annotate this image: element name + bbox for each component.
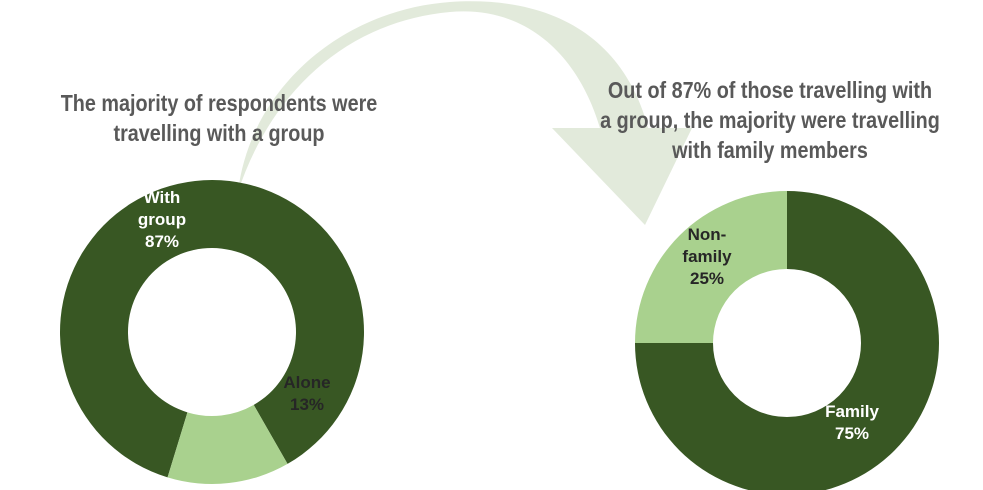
data-label-line: 75%: [835, 424, 869, 443]
donut-slice-non-family: [635, 191, 787, 343]
chart-title-right-line-3: with family members: [672, 137, 868, 163]
data-label-non-family: Non-family 25%: [682, 225, 732, 288]
data-label-line: With: [144, 188, 181, 207]
data-label-alone: Alone 13%: [283, 373, 330, 414]
chart-title-right: Out of 87% of those travelling with a gr…: [572, 75, 968, 165]
curved-arrow: [238, 1, 692, 225]
data-label-with-group: With group 87%: [138, 188, 186, 251]
data-label-line: group: [138, 210, 186, 229]
chart-title-right-line-1: Out of 87% of those travelling with: [607, 77, 933, 103]
data-label-line: Alone: [283, 373, 330, 392]
chart-title-left-line-2: travelling with a group: [113, 120, 325, 146]
chart-title-right-line-2: a group, the majority were travelling: [600, 107, 940, 133]
donut-slice-with-group: [59, 180, 364, 478]
chart-title-left: The majority of respondents were travell…: [21, 88, 417, 148]
curved-arrow-shape: [238, 1, 692, 225]
donut-chart-group-composition: Family 75% Non-family 25%: [635, 191, 939, 490]
donut-slice-family: [635, 191, 939, 490]
chart-title-left-line-1: The majority of respondents were: [60, 90, 378, 116]
donut-slice-alone: [167, 404, 288, 485]
data-label-line: 87%: [145, 232, 179, 251]
data-label-line: Family: [825, 402, 879, 421]
data-label-line: family: [682, 247, 732, 266]
data-label-line: 25%: [690, 269, 724, 288]
data-label-line: 13%: [290, 395, 324, 414]
donut-chart-travel-group: With group 87% Alone 13%: [59, 180, 364, 485]
data-label-line: Non-: [688, 225, 727, 244]
data-label-family: Family 75%: [825, 402, 879, 443]
